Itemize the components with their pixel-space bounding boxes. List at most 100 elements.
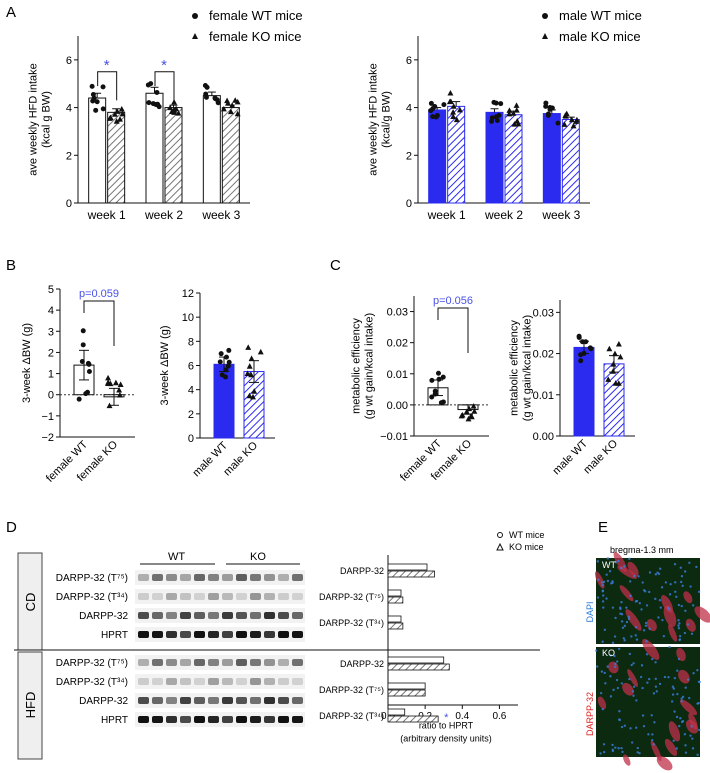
dapi-nucleus [689, 734, 692, 737]
micrograph-label-wt: WT [602, 560, 616, 570]
A-male-y-label: ave weekly HFD intake(kcal/g BW) [368, 63, 393, 176]
blot-header-wt: WT [168, 551, 185, 563]
blot-band [208, 697, 219, 704]
A-female-point [175, 110, 182, 116]
blot-band [264, 631, 275, 638]
B-female-point [80, 328, 86, 334]
C-male-point [578, 358, 584, 364]
D-quant-x-label: ratio to HPRT (arbitrary density units) [400, 721, 492, 744]
A-female-point [89, 83, 95, 89]
B-male-point [218, 351, 224, 357]
dapi-nucleus [599, 691, 603, 695]
blot-band [208, 631, 219, 638]
B-female-point [80, 342, 86, 348]
dapi-nucleus [630, 663, 633, 667]
dapi-nucleus [684, 686, 687, 689]
dapi-nucleus [651, 657, 654, 661]
C-male-point [610, 368, 617, 374]
darpp-cell [650, 740, 662, 762]
B-male-point [244, 370, 251, 376]
A-male-point [450, 103, 457, 109]
C-male-y-tick-label: 0.00 [533, 431, 554, 443]
dapi-nucleus [654, 661, 657, 664]
blot-band [236, 678, 247, 685]
blot-band [250, 593, 261, 600]
C-female-point [468, 412, 475, 419]
dapi-nucleus [613, 635, 617, 638]
dapi-nucleus [623, 639, 626, 642]
darpp-cell [668, 624, 678, 642]
dapi-nucleus [601, 640, 604, 643]
D-quant-bar [387, 689, 426, 697]
blot-band [264, 697, 275, 704]
C-male-point [615, 380, 622, 386]
A-female-y-tick-label: 4 [66, 103, 72, 115]
blot-band [250, 678, 261, 685]
dapi-nucleus [684, 609, 687, 612]
C-male-bar [573, 346, 595, 437]
B-female-sig-bracket [83, 300, 115, 346]
dapi-nucleus [660, 586, 664, 589]
D-quant-bar [387, 682, 426, 690]
A-male-y-tick-label: 4 [406, 103, 412, 115]
blot-row-label-hfd: DARPP-32 [79, 696, 128, 707]
dapi-nucleus [652, 743, 655, 746]
dapi-nucleus [671, 693, 675, 696]
blot-strip [135, 570, 305, 585]
dapi-nucleus [629, 727, 632, 730]
dapi-nucleus [617, 747, 620, 750]
A-male-point [457, 106, 463, 113]
dapi-nucleus [655, 690, 658, 693]
dapi-nucleus [645, 653, 649, 656]
B-female-point [86, 361, 92, 367]
dapi-nucleus [603, 671, 606, 675]
C-male-y-tick-label: 0.02 [533, 349, 554, 361]
dapi-nucleus [673, 710, 676, 713]
A-female-legend-marker [192, 33, 198, 39]
dapi-nucleus [683, 733, 687, 736]
dapi-nucleus [603, 628, 607, 631]
A-male-bar [542, 113, 561, 204]
dapi-nucleus [638, 751, 641, 755]
dapi-nucleus [679, 566, 682, 569]
dapi-nucleus [691, 747, 695, 750]
blot-row-label-cd: DARPP-32 [79, 611, 128, 622]
blot-band [292, 631, 303, 638]
C-male-point [610, 361, 617, 367]
blot-band [236, 697, 247, 704]
blot-band [278, 716, 289, 723]
blot-band [278, 697, 289, 704]
A-male-point [489, 118, 495, 124]
darpp-cell [642, 638, 660, 660]
A-female-legend-label: female KO mice [209, 29, 301, 44]
dapi-nucleus [696, 669, 699, 672]
blot-strip [135, 712, 305, 727]
blot-band [208, 574, 219, 581]
A-female-point [113, 118, 120, 124]
dapi-nucleus [679, 717, 682, 720]
darpp-cell [597, 696, 607, 710]
western-blot: WT KO CD HFD DARPP-32 (T⁷⁵) DARPP-32 (T³⁴… [14, 551, 540, 760]
A-male-point [511, 121, 518, 127]
blot-band [138, 593, 149, 600]
dapi-nucleus [652, 692, 656, 695]
dapi-nucleus [674, 581, 677, 584]
blot-row-label-cd: HPRT [101, 630, 128, 641]
dapi-nucleus [604, 682, 607, 685]
dapi-nucleus [619, 607, 622, 611]
dapi-nucleus [683, 631, 687, 635]
micrograph-stain-darpp: DARPP-32 [585, 692, 595, 736]
blot-header-ko: KO [250, 551, 266, 563]
A-male-point [446, 98, 453, 105]
dapi-nucleus [663, 675, 667, 679]
blot-strip [135, 693, 305, 708]
A-female-point [224, 100, 231, 106]
dapi-nucleus [620, 566, 623, 570]
C-female-point [465, 415, 472, 422]
dapi-nucleus [680, 720, 684, 724]
blot-band [278, 593, 289, 600]
dapi-nucleus [622, 637, 626, 640]
D-quant-bar [387, 656, 445, 664]
blot-band [264, 593, 275, 600]
